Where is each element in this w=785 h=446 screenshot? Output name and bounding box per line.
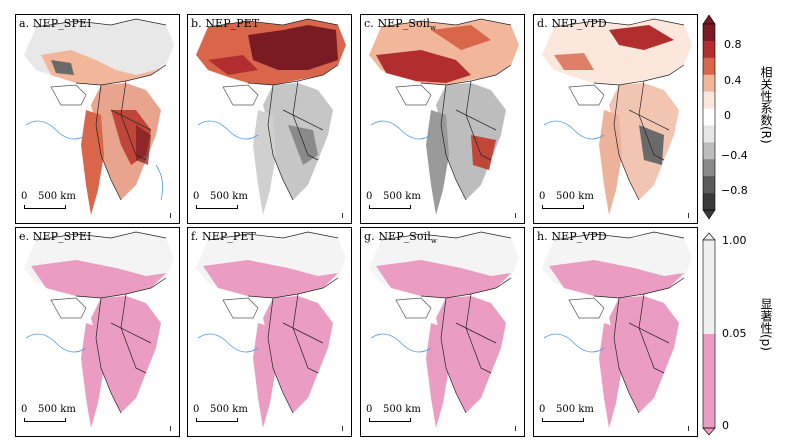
colorbar-p-tick: 0.05	[722, 327, 747, 340]
scale-bar: 0 500 km	[366, 191, 441, 213]
colorbar-r-title: 相关性系数(R)	[759, 66, 773, 144]
scale-distance: 500 km	[38, 191, 76, 202]
scale-bar: 0 500 km	[539, 404, 614, 426]
panel-c-label: c. NEP_Soilw	[364, 17, 437, 33]
scale-distance: 500 km	[210, 191, 248, 202]
panel-f-label: f. NEP_PET	[191, 230, 256, 243]
map-panel-f: f. NEP_PET 0 500 km	[187, 227, 352, 437]
scale-bar: 0 500 km	[366, 404, 441, 426]
map-panel-b: b. NEP_PET 0 500 km	[187, 14, 352, 224]
map-significance-soilw	[369, 231, 519, 428]
colorbar-r-swatch	[703, 57, 715, 76]
panel-d-label: d. NEP_VPD	[537, 17, 607, 30]
panel-a-label: a. NEP_SPEI	[19, 17, 92, 30]
colorbar-p-extend-min	[702, 427, 716, 436]
scale-zero: 0	[539, 191, 546, 202]
colorbar-r-swatch	[703, 74, 715, 92]
colorbar-r-tick: 0.4	[724, 74, 742, 87]
colorbar-r-tick: 0	[724, 109, 731, 122]
colorbar-correlation	[702, 14, 716, 220]
colorbar-p-swatch-sig	[703, 334, 715, 428]
scale-zero: 0	[366, 191, 373, 202]
colorbar-r-swatch	[703, 108, 715, 126]
scale-distance: 500 km	[556, 404, 594, 415]
scale-zero: 0	[193, 191, 200, 202]
map-significance-vpd	[542, 231, 692, 428]
scale-zero: 0	[366, 404, 373, 415]
colorbar-r-swatch	[703, 193, 715, 211]
scale-distance: 500 km	[38, 404, 76, 415]
scale-distance: 500 km	[556, 191, 594, 202]
map-panel-e: e. NEP_SPEI 0 500 km	[15, 227, 180, 437]
scale-distance: 500 km	[383, 404, 421, 415]
colorbar-significance	[702, 232, 716, 436]
map-correlation-vpd	[542, 18, 692, 215]
scale-zero: 0	[21, 191, 28, 202]
colorbar-r-swatch	[703, 24, 715, 42]
scale-zero: 0	[21, 404, 28, 415]
colorbar-r-swatch	[703, 91, 715, 109]
map-panel-g: g. NEP_Soilw 0 500 km	[360, 227, 525, 437]
colorbar-r-swatch	[703, 125, 715, 143]
scale-bar: 0 500 km	[21, 191, 96, 213]
map-significance-pet	[196, 231, 346, 428]
scale-distance: 500 km	[383, 191, 421, 202]
colorbar-r-tick: −0.4	[721, 149, 748, 162]
map-significance-spei	[24, 231, 174, 428]
scale-zero: 0	[193, 404, 200, 415]
colorbar-p-outline	[702, 239, 716, 429]
colorbar-r-swatch	[703, 40, 715, 59]
colorbar-r-swatch	[703, 176, 715, 194]
colorbar-p-tick: 0	[722, 419, 729, 432]
scale-bar: 0 500 km	[539, 191, 614, 213]
panel-b-label: b. NEP_PET	[191, 17, 260, 30]
panel-e-label: e. NEP_SPEI	[19, 230, 92, 243]
colorbar-r-tick: 0.8	[724, 38, 742, 51]
colorbar-r-extend-min	[702, 209, 716, 220]
colorbar-r-swatch	[703, 159, 715, 177]
colorbar-r-extend-max	[702, 14, 716, 25]
scale-zero: 0	[539, 404, 546, 415]
colorbar-r-tick: −0.8	[721, 184, 748, 197]
colorbar-p-extend-max	[702, 232, 716, 241]
colorbar-p-tick: 1.00	[722, 234, 747, 247]
map-correlation-soilw	[369, 18, 519, 215]
colorbar-r-swatch	[703, 142, 715, 160]
scale-bar: 0 500 km	[21, 404, 96, 426]
map-panel-c: c. NEP_Soilw 0 500 km	[360, 14, 525, 224]
map-panel-h: h. NEP_VPD 0 500 km	[533, 227, 698, 437]
colorbar-p-title: 显著性(p)	[759, 298, 773, 351]
scale-bar: 0 500 km	[193, 191, 268, 213]
scale-bar: 0 500 km	[193, 404, 268, 426]
map-correlation-pet	[196, 18, 346, 215]
colorbar-r-outline	[702, 23, 716, 211]
panel-g-label: g. NEP_Soilw	[364, 230, 437, 246]
panel-h-label: h. NEP_VPD	[537, 230, 607, 243]
map-panel-a: a. NEP_SPEI 0 500 km	[15, 14, 180, 224]
map-correlation-spei	[24, 18, 174, 215]
colorbar-p-swatch-nonsig	[703, 240, 715, 334]
scale-distance: 500 km	[210, 404, 248, 415]
map-panel-d: d. NEP_VPD 0 500 km	[533, 14, 698, 224]
